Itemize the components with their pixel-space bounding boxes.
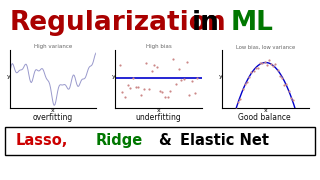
Point <box>240 87 245 90</box>
Point <box>249 71 254 74</box>
Point <box>120 91 125 93</box>
Point <box>133 86 138 88</box>
Point <box>160 91 165 94</box>
Text: ML: ML <box>230 10 273 36</box>
Point <box>152 63 157 66</box>
Point <box>117 64 122 67</box>
Point <box>236 101 241 104</box>
X-axis label: x: x <box>156 108 160 113</box>
Point <box>149 69 154 72</box>
Point <box>128 87 133 89</box>
Point <box>130 76 135 79</box>
Point <box>288 96 293 99</box>
Point <box>295 114 300 116</box>
Point <box>244 81 250 84</box>
Point <box>222 145 228 148</box>
Title: High variance: High variance <box>34 44 72 49</box>
Point <box>227 130 232 133</box>
Point <box>139 93 144 96</box>
Point <box>231 116 236 119</box>
Point <box>147 87 152 90</box>
Point <box>253 67 258 69</box>
Point <box>277 75 283 77</box>
Point <box>238 98 243 101</box>
Text: &: & <box>158 133 171 148</box>
Point <box>268 62 274 65</box>
Point <box>286 90 291 93</box>
Point <box>171 58 176 61</box>
X-axis label: x: x <box>264 108 268 113</box>
Point <box>189 79 195 82</box>
Text: underfitting: underfitting <box>136 112 181 122</box>
Point <box>233 107 238 110</box>
Point <box>258 62 263 65</box>
Point <box>157 89 162 92</box>
FancyBboxPatch shape <box>5 127 315 154</box>
Point <box>195 76 200 79</box>
Y-axis label: y: y <box>219 74 223 79</box>
Point <box>176 68 181 70</box>
Title: Low bias, low variance: Low bias, low variance <box>236 44 295 49</box>
Text: Elastic Net: Elastic Net <box>180 133 269 148</box>
Point <box>181 77 187 80</box>
Point <box>242 83 247 86</box>
Text: Ridge: Ridge <box>96 133 143 148</box>
Point <box>251 69 256 72</box>
Point <box>187 93 192 96</box>
Point <box>273 62 278 65</box>
Text: Regularization: Regularization <box>10 10 226 36</box>
Point <box>304 145 309 148</box>
Title: High bias: High bias <box>146 44 171 49</box>
Point <box>247 76 252 79</box>
Point <box>262 61 267 64</box>
X-axis label: x: x <box>51 108 55 113</box>
Y-axis label: y: y <box>112 74 116 79</box>
Point <box>165 96 170 99</box>
Point <box>297 126 302 129</box>
Point <box>173 83 178 86</box>
Text: Lasso,: Lasso, <box>16 133 68 148</box>
Point <box>144 61 149 64</box>
Point <box>266 59 271 62</box>
Text: overfitting: overfitting <box>33 112 73 122</box>
Point <box>184 60 189 63</box>
Point <box>284 82 289 85</box>
Point <box>279 76 284 79</box>
Point <box>125 83 130 86</box>
Point <box>260 61 265 64</box>
Point <box>122 95 127 98</box>
Text: Visit: vtupulse.com: Visit: vtupulse.com <box>212 163 310 172</box>
Point <box>179 79 184 82</box>
Point <box>293 111 298 113</box>
Text: Good balance: Good balance <box>238 112 290 122</box>
Point <box>163 96 168 99</box>
Point <box>136 86 141 88</box>
Point <box>192 92 197 95</box>
Point <box>301 141 307 144</box>
Point <box>282 84 287 87</box>
Point <box>141 88 146 91</box>
Point <box>255 67 260 70</box>
Point <box>299 132 304 134</box>
Text: Subscribe to Mahesh Huddar: Subscribe to Mahesh Huddar <box>10 163 157 172</box>
Point <box>229 122 234 124</box>
Point <box>275 69 280 72</box>
Point <box>168 90 173 93</box>
Point <box>225 140 230 143</box>
Point <box>264 64 269 67</box>
Y-axis label: y: y <box>6 74 10 79</box>
Point <box>155 66 160 68</box>
Text: in: in <box>192 10 220 36</box>
Point <box>291 99 296 102</box>
Point <box>271 65 276 68</box>
